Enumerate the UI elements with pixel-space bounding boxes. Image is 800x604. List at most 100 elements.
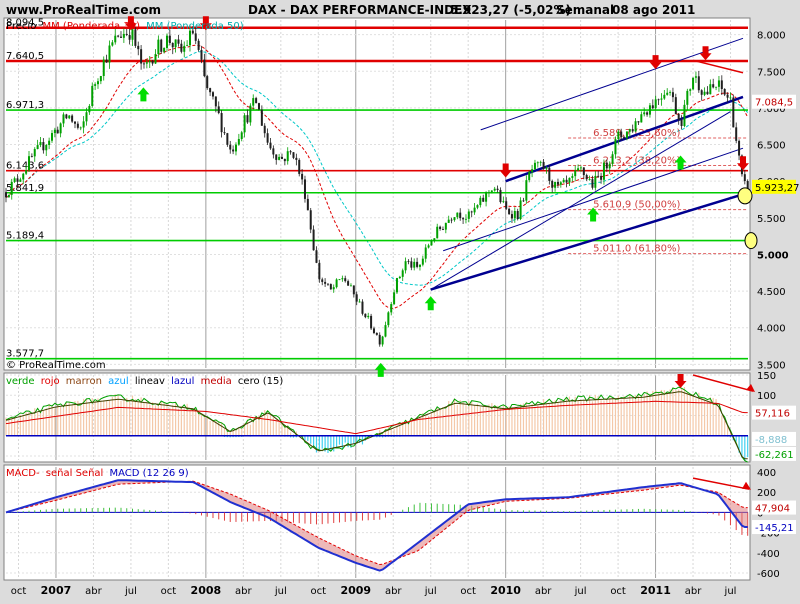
candle-body [732,97,735,128]
channel-upper [480,37,744,131]
candle-body [651,105,654,109]
candle-body [295,157,298,160]
grid [6,20,748,578]
candle-body [473,207,476,213]
legend-macd: MACD- señal Señal MACD (12 26 9) [6,468,189,479]
candle-body [338,279,341,281]
candle-body [39,142,42,146]
value-tag-label: 5.923,27 [755,183,800,194]
x-tick-label: 2010 [490,584,521,597]
candle-body [134,29,137,46]
candle-body [490,190,493,192]
value-tag [752,500,796,515]
candle-body [355,294,358,302]
x-tick-label: abr [85,586,102,597]
candle-body [71,115,74,122]
date-label: 08 ago 2011 [612,3,695,17]
oscillator-layer [5,373,756,463]
sell-arrow-icon [199,16,212,31]
candle-body [522,200,525,202]
candle-body [594,175,597,188]
candle-body [232,149,235,152]
candle-body [119,36,122,38]
candle-body [145,62,148,64]
candle-body [646,112,649,115]
axes: oct 2007 abr jul oct 2008 abr jul oct 2009 abr jul o… [11,31,800,597]
candle-body [485,192,488,202]
candle-body [275,154,278,160]
candle-body [10,181,13,195]
candle-body [255,98,258,104]
candle-body [50,133,53,141]
x-tick-label: abr [235,586,252,597]
candle-body [53,129,56,134]
candle-body [30,156,33,157]
candle-body [154,54,157,64]
candle-body [361,301,364,314]
candle-body [266,133,269,143]
x-tick-label: 2011 [640,584,671,597]
candle-body [464,218,467,220]
candle-body [588,179,591,180]
channel-fan [430,111,731,291]
candle-body [249,105,252,123]
candle-body [513,210,516,219]
y-tick-label: 7.000 [757,104,786,115]
candle-body [436,226,439,239]
x-tick-label: jul [724,586,737,597]
site-label[interactable]: www.ProRealTime.com [6,3,161,17]
candle-body [22,173,25,180]
candle-body [648,105,651,115]
candle-body [620,131,623,138]
candle-body [278,156,281,160]
candle-body [551,180,554,188]
candle-body [554,181,557,188]
osc-trend-line [692,374,754,392]
candle-body [669,92,672,94]
candle-body [533,162,536,170]
candle-body [539,161,542,163]
candle-body [634,121,637,132]
candle-body [332,287,335,290]
sell-arrow-icon [699,46,712,61]
candle-body [211,92,214,97]
candle-body [628,129,631,132]
candle-body [456,212,459,218]
candle-body [542,161,545,169]
candle-body [709,84,712,95]
candle-body [487,191,490,193]
price-panel [3,17,751,371]
candle-body [393,292,396,305]
candle-body [479,197,482,206]
x-tick-label: jul [424,586,437,597]
candle-body [574,170,577,177]
candle-body [502,201,505,203]
candle-body [387,312,390,326]
candle-body [528,172,531,181]
channel-lower [430,193,744,291]
candle-body [59,123,62,134]
candle-body [217,106,220,114]
level-label: 5.189,4 [6,231,44,242]
channel-inner [443,147,744,252]
candle-body [496,188,499,190]
candle-body [36,145,39,150]
candle-body [729,97,732,99]
candle-body [519,200,522,220]
candle-body [565,179,568,183]
candle-body [7,194,10,198]
candle-body [128,35,131,40]
candle-body [398,276,401,279]
buy-arrow-icon [374,362,387,377]
candle-body [62,114,65,124]
x-tick-label: jul [274,586,287,597]
y-tick-label: 3.500 [757,360,786,371]
candle-body [306,198,309,211]
candle-body [375,333,378,335]
candle-body [726,94,729,98]
candle-body [237,139,240,145]
x-tick-label: oct [311,586,327,597]
y-tick-label: -200 [757,529,780,540]
candle-body [292,152,295,158]
